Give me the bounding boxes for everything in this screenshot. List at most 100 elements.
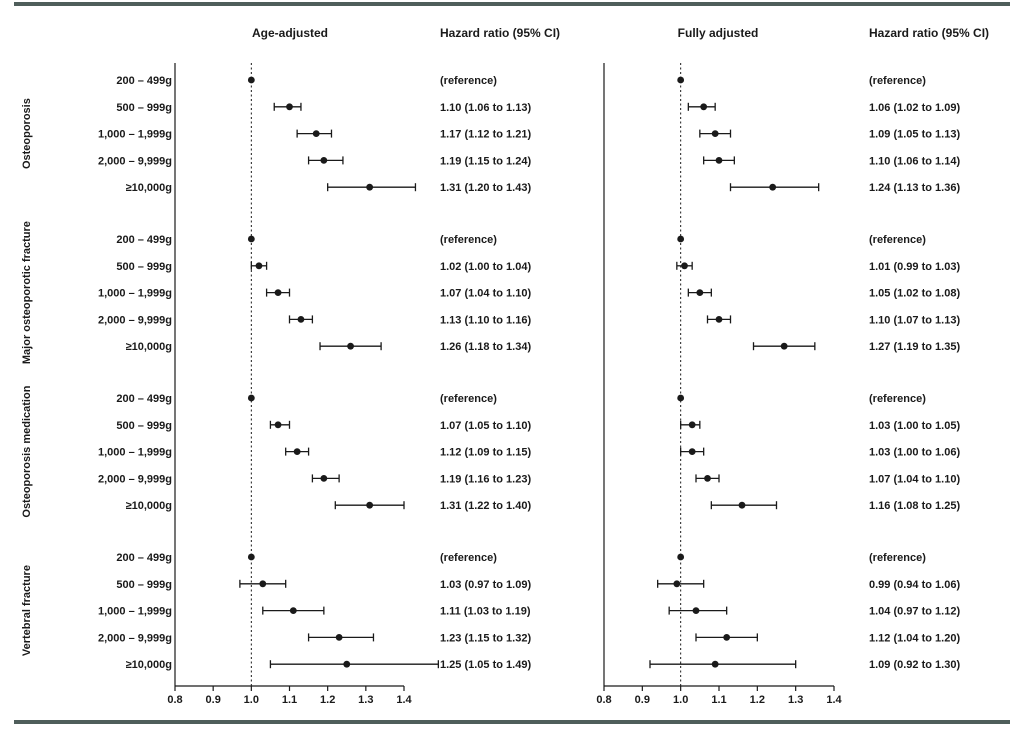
fully-adjusted-hr-value: 1.12 (1.04 to 1.20) [869, 632, 960, 644]
age-adjusted-hr-value: 1.19 (1.15 to 1.24) [440, 155, 531, 167]
row-label: 2,000 – 9,999g [98, 314, 172, 326]
age-adjusted-hr-point [247, 553, 255, 561]
age-adjusted-hr-value: 1.23 (1.15 to 1.32) [440, 632, 531, 644]
row-label: ≥10,000g [126, 341, 172, 353]
age-adjusted-hr-value: 1.11 (1.03 to 1.19) [440, 606, 531, 618]
age-adjusted-hr-point [320, 475, 328, 482]
age-adjusted-hr-value: (reference) [440, 393, 497, 405]
bottom-rule [14, 720, 1010, 724]
fully-adjusted-hr-header: Hazard ratio (95% CI) [869, 26, 989, 40]
age-adjusted-hr-point [293, 448, 301, 455]
fully-adjusted-hr-point [769, 183, 777, 191]
age-adjusted-hr-value: (reference) [440, 552, 497, 564]
fully-adjusted-hr-value: (reference) [869, 552, 926, 564]
fully-adjusted-hr-point [692, 607, 700, 614]
age-adjusted-hr-point [255, 262, 263, 270]
fully-adjusted-x-tick-label: 1.1 [711, 694, 726, 706]
age-adjusted-hr-value: 1.03 (0.97 to 1.09) [440, 579, 531, 591]
age-adjusted-x-tick-label: 0.8 [167, 694, 182, 706]
age-adjusted-hr-value: 1.02 (1.00 to 1.04) [440, 261, 531, 273]
fully-adjusted-x-tick-label: 1.2 [750, 694, 765, 706]
age-adjusted-hr-value: 1.25 (1.05 to 1.49) [440, 659, 531, 671]
fully-adjusted-hr-value: 1.06 (1.02 to 1.09) [869, 102, 960, 114]
age-adjusted-hr-point [320, 157, 328, 164]
group-label: Osteoporosis [21, 98, 33, 169]
age-adjusted-hr-point [259, 580, 267, 588]
fully-adjusted-x-tick-label: 0.9 [635, 694, 650, 706]
row-label: 1,000 – 1,999g [98, 129, 172, 141]
row-label: 200 – 499g [116, 393, 172, 405]
row-label: 2,000 – 9,999g [98, 155, 172, 167]
age-adjusted-hr-value: 1.31 (1.22 to 1.40) [440, 500, 531, 512]
fully-adjusted-hr-point [715, 157, 723, 164]
fully-adjusted-hr-point [688, 421, 696, 429]
row-label: 1,000 – 1,999g [98, 447, 172, 459]
fully-adjusted-hr-point [677, 76, 685, 84]
row-label: 1,000 – 1,999g [98, 606, 172, 618]
fully-adjusted-hr-point [700, 103, 708, 111]
fully-adjusted-hr-point [711, 130, 719, 138]
age-adjusted-x-tick-label: 1.4 [396, 694, 412, 706]
fully-adjusted-hr-point [738, 501, 746, 509]
group-label: Osteoporosis medication [21, 385, 33, 517]
age-adjusted-hr-point [286, 103, 293, 111]
fully-adjusted-hr-value: 0.99 (0.94 to 1.06) [869, 579, 960, 591]
fully-adjusted-hr-point [681, 262, 688, 270]
age-adjusted-hr-value: 1.26 (1.18 to 1.34) [440, 341, 531, 353]
age-adjusted-hr-value: 1.07 (1.04 to 1.10) [440, 288, 531, 300]
age-adjusted-hr-value: 1.07 (1.05 to 1.10) [440, 420, 531, 432]
age-adjusted-hr-point [347, 342, 354, 350]
fully-adjusted-hr-point [673, 580, 681, 588]
fully-adjusted-hr-value: 1.24 (1.13 to 1.36) [869, 182, 960, 194]
fully-adjusted-hr-point [711, 660, 719, 668]
age-adjusted-hr-point [247, 76, 255, 84]
row-label: 200 – 499g [116, 552, 172, 564]
row-label: 500 – 999g [116, 420, 172, 432]
fully-adjusted-hr-value: 1.01 (0.99 to 1.03) [869, 261, 960, 273]
fully-adjusted-hr-value: 1.09 (1.05 to 1.13) [869, 129, 960, 141]
fully-adjusted-hr-value: 1.03 (1.00 to 1.06) [869, 447, 960, 459]
age-adjusted-hr-point [289, 607, 297, 614]
age-adjusted-hr-value: 1.12 (1.09 to 1.15) [440, 447, 531, 459]
fully-adjusted-hr-point [688, 448, 696, 455]
age-adjusted-x-tick-label: 1.2 [320, 694, 335, 706]
age-adjusted-hr-value: 1.19 (1.16 to 1.23) [440, 473, 531, 485]
age-adjusted-hr-value: 1.13 (1.10 to 1.16) [440, 314, 531, 326]
fully-adjusted-hr-value: 1.07 (1.04 to 1.10) [869, 473, 960, 485]
fully-adjusted-hr-value: 1.10 (1.07 to 1.13) [869, 314, 960, 326]
age-adjusted-hr-value: 1.31 (1.20 to 1.43) [440, 182, 531, 194]
row-label: 500 – 999g [116, 261, 172, 273]
row-label: 1,000 – 1,999g [98, 288, 172, 300]
age-adjusted-x-tick-label: 0.9 [206, 694, 221, 706]
age-adjusted-hr-value: 1.10 (1.06 to 1.13) [440, 102, 531, 114]
age-adjusted-hr-point [366, 183, 374, 191]
fully-adjusted-hr-value: 1.10 (1.06 to 1.14) [869, 155, 960, 167]
fully-adjusted-hr-value: (reference) [869, 393, 926, 405]
fully-adjusted-hr-value: 1.27 (1.19 to 1.35) [869, 341, 960, 353]
row-label: 200 – 499g [116, 75, 172, 87]
age-adjusted-hr-value: 1.17 (1.12 to 1.21) [440, 129, 531, 141]
age-adjusted-hr-value: (reference) [440, 75, 497, 87]
row-label: 500 – 999g [116, 579, 172, 591]
row-label: 200 – 499g [116, 234, 172, 246]
age-adjusted-hr-value: (reference) [440, 234, 497, 246]
fully-adjusted-hr-value: 1.03 (1.00 to 1.05) [869, 420, 960, 432]
age-adjusted-x-tick-label: 1.1 [282, 694, 297, 706]
age-adjusted-hr-point [274, 289, 282, 296]
group-label: Major osteoporotic fracture [21, 221, 33, 364]
fully-adjusted-x-tick-label: 1.4 [826, 694, 842, 706]
age-adjusted-x-tick-label: 1.3 [358, 694, 373, 706]
fully-adjusted-hr-point [704, 475, 711, 482]
fully-adjusted-hr-value: (reference) [869, 75, 926, 87]
row-label: 2,000 – 9,999g [98, 632, 172, 644]
fully-adjusted-x-tick-label: 1.0 [673, 694, 688, 706]
fully-adjusted-hr-point [715, 316, 723, 323]
age-adjusted-hr-point [312, 130, 320, 138]
top-rule [14, 2, 1010, 6]
fully-adjusted-hr-point [723, 634, 731, 641]
group-label: Vertebral fracture [21, 565, 33, 656]
age-adjusted-hr-point [297, 316, 305, 323]
fully-adjusted-x-tick-label: 1.3 [788, 694, 803, 706]
row-label: ≥10,000g [126, 500, 172, 512]
row-label: ≥10,000g [126, 182, 172, 194]
